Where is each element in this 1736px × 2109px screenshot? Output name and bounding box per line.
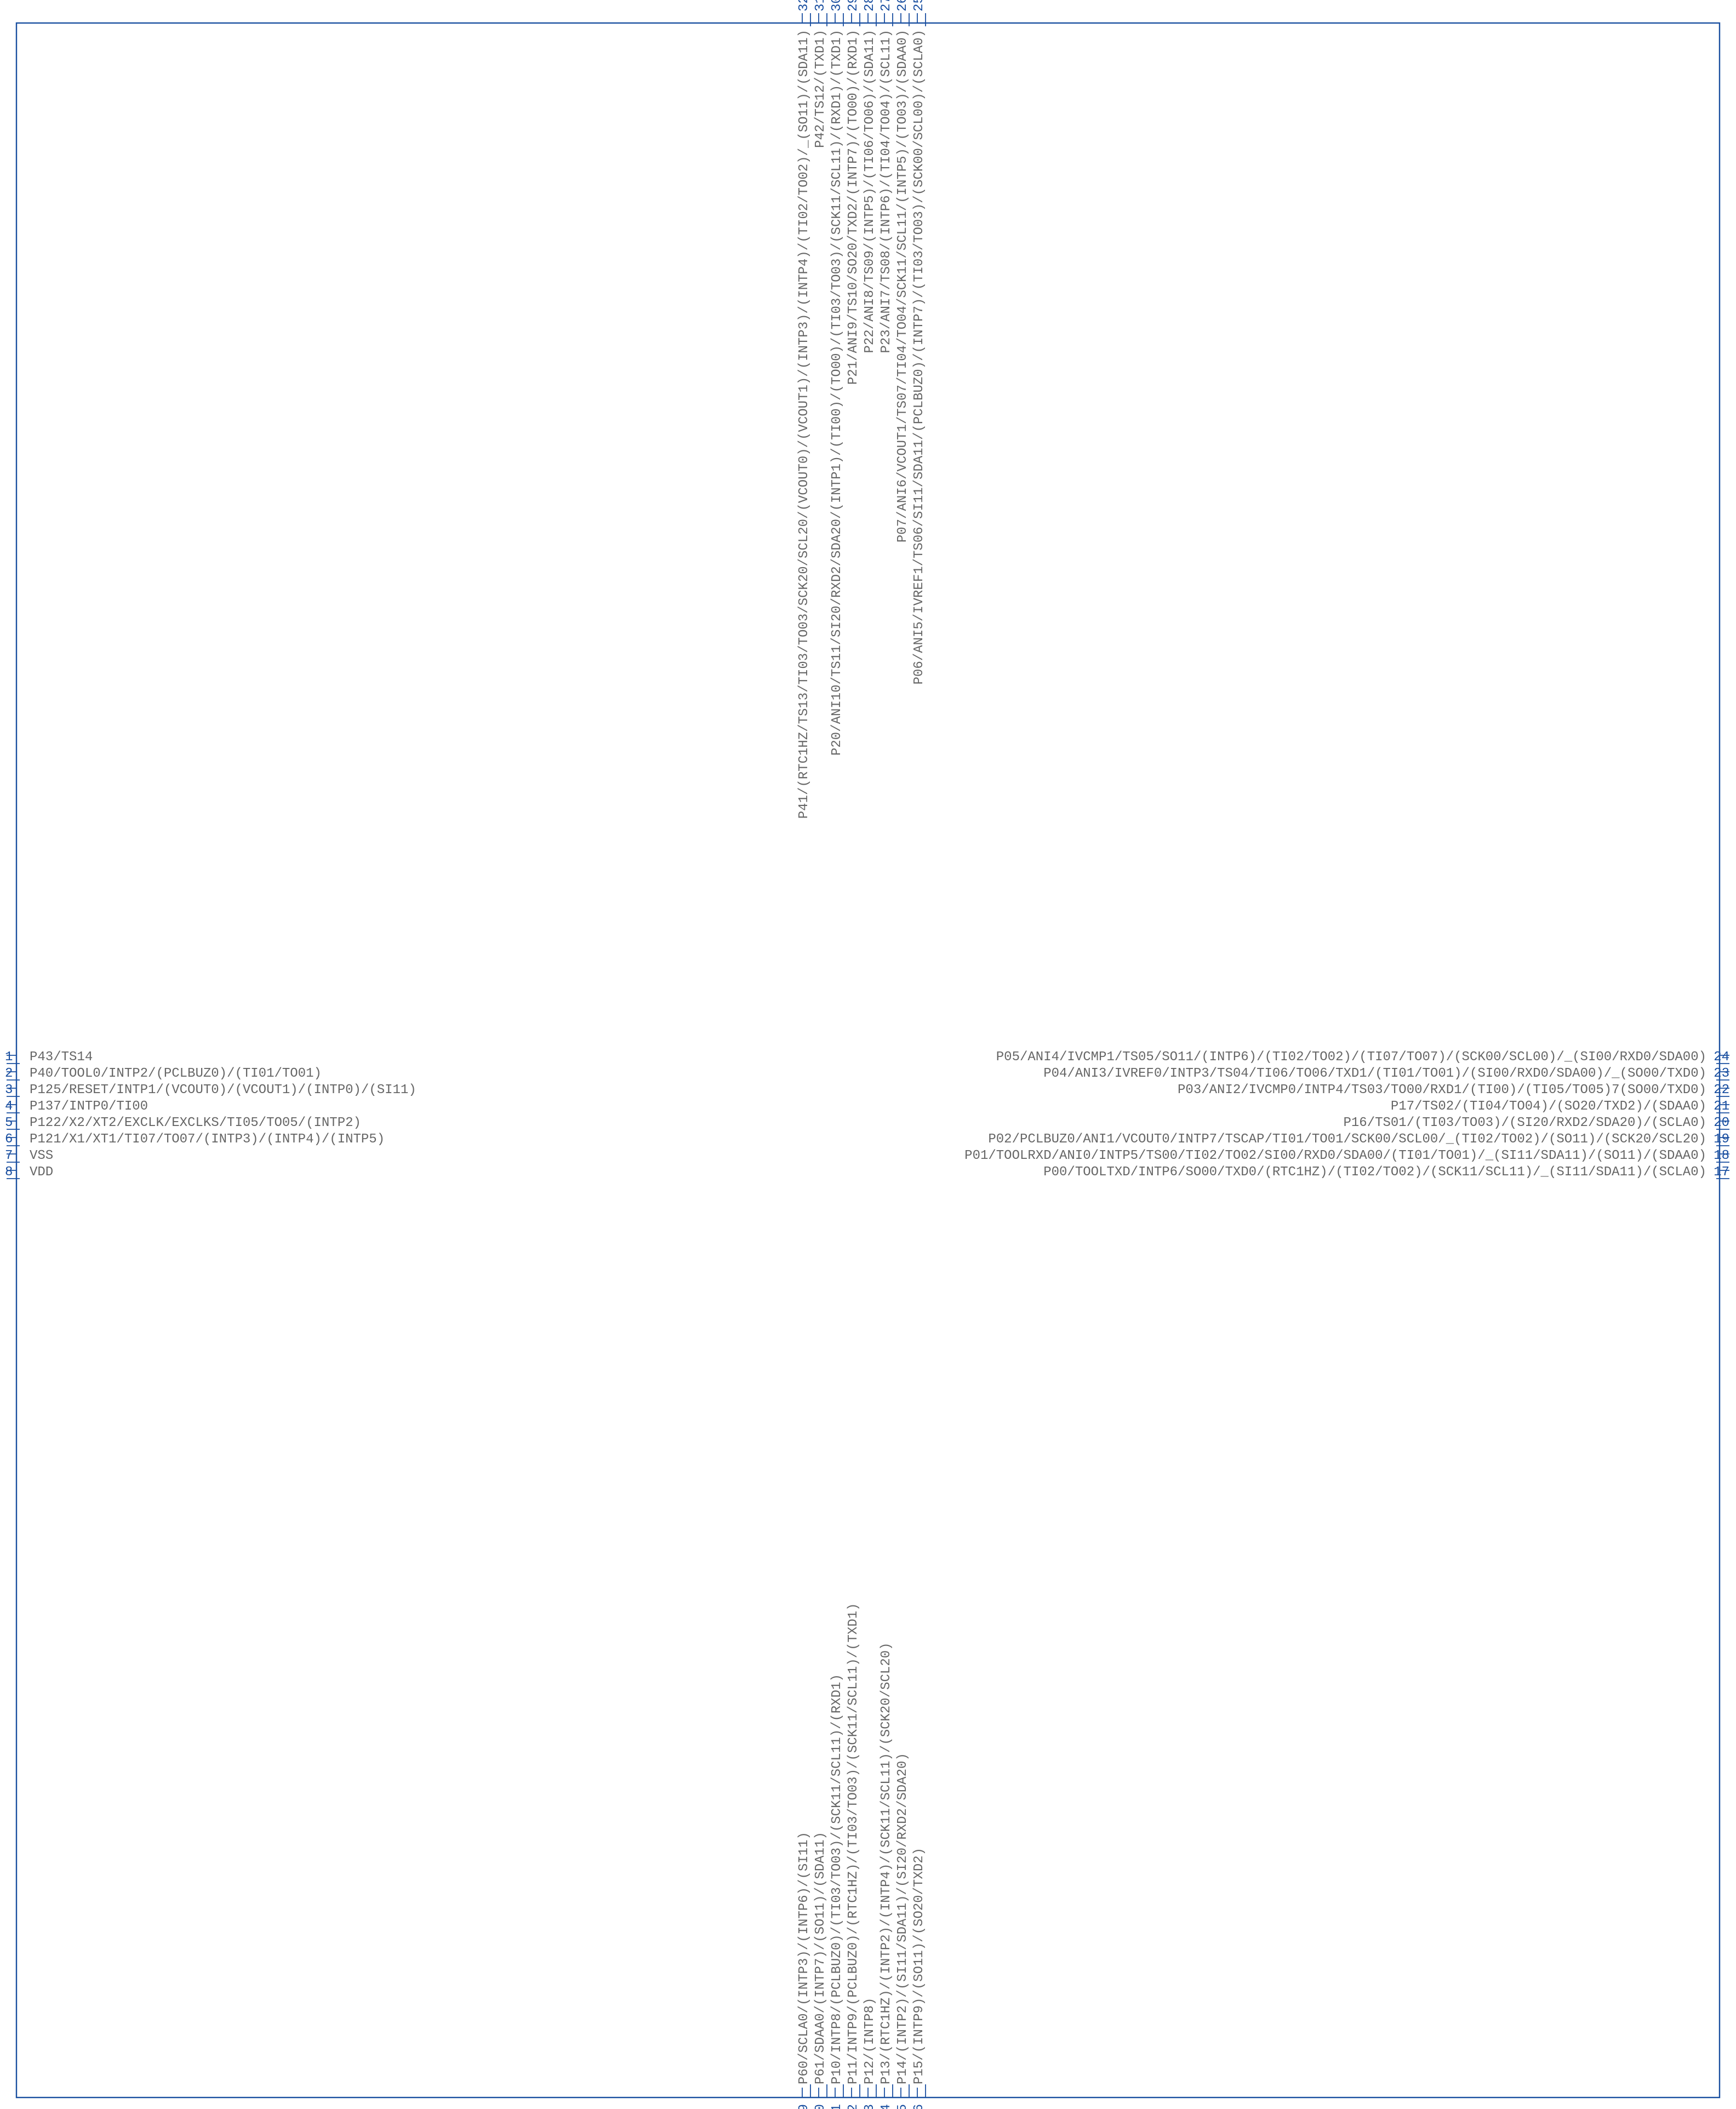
pin-number: 17 [1714,1165,1729,1180]
pin-label: P01/TOOLRXD/ANI0/INTP5/TS00/TI02/TO02/SI… [964,1148,1706,1163]
pin-label: VSS [30,1148,53,1163]
pin-number: 3 [5,1083,13,1098]
pin-label: P11/INTP9/(PCLBUZ0)/(RTC1HZ)/(TI03/TO03)… [846,1603,861,2084]
pin-label: VDD [30,1165,53,1180]
pin-number: 32 [797,0,812,12]
pin-label: P10/INTP8/(PCLBUZ0)/(TI03/TO03)/(SCK11/S… [830,1674,844,2084]
pin-number: 23 [1714,1066,1729,1081]
pin-number: 30 [830,0,844,12]
pin-number: 18 [1714,1148,1729,1163]
pin-label: P42/TS12/(TXD1) [813,30,828,148]
pin-label: P23/ANI7/TS08/(INTP6)/(TI04/TO04)/(SCL11… [879,30,894,353]
pin-label: P12/(INTP8) [863,1998,877,2084]
pin-label: P04/ANI3/IVREF0/INTP3/TS04/TI06/TO06/TXD… [1043,1066,1706,1081]
pin-label: P17/TS02/(TI04/TO04)/(SO20/TXD2)/(SDAA0) [1391,1099,1706,1114]
pin-label: P15/(INTP9)/(SO11)/(SO20/TXD2) [912,1848,927,2084]
pin-number: 8 [5,1165,13,1180]
pin-label: P07/ANI6/VCOUT1/TS07/TI04/TO04/SCK11/SCL… [895,30,910,542]
pin-number: 29 [846,0,861,12]
pin-number: 27 [879,0,894,12]
pin-number: 25 [912,0,927,12]
pin-label: P43/TS14 [30,1050,93,1065]
pin-number: 1 [5,1050,13,1065]
pin-label: P22/ANI8/TS09/(INTP5)/(TI06/TO06)/(SDA11… [863,30,877,353]
pin-number: 20 [1714,1116,1729,1130]
pin-label: P21/ANI9/TS10/SO20/TXD2/(INTP7)/(TO00)/(… [846,30,861,385]
pin-number: 5 [5,1116,13,1130]
pin-label: P125/RESET/INTP1/(VCOUT0)/(VCOUT1)/(INTP… [30,1083,416,1098]
pin-number: 24 [1714,1050,1729,1065]
pin-number: 22 [1714,1083,1729,1098]
pin-label: P137/INTP0/TI00 [30,1099,148,1114]
pin-label: P00/TOOLTXD/INTP6/SO00/TXD0/(RTC1HZ)/(TI… [1043,1165,1706,1180]
pin-label: P03/ANI2/IVCMP0/INTP4/TS03/TO00/RXD1/(TI… [1178,1083,1706,1098]
pin-label: P20/ANI10/TS11/SI20/RXD2/SDA20/(INTP1)/(… [830,30,844,756]
pin-number: 2 [5,1066,13,1081]
pin-number: 4 [5,1099,13,1114]
pin-label: P14/(INTP2)/(SI11/SDA11)/(SI20/RXD2/SDA2… [895,1753,910,2084]
pin-label: P05/ANI4/IVCMP1/TS05/SO11/(INTP6)/(TI02/… [996,1050,1706,1065]
pin-number: 6 [5,1132,13,1147]
pin-label: P13/(RTC1HZ)/(INTP2)/(INTP4)/(SCK11/SCL1… [879,1642,894,2084]
pin-label: P02/PCLBUZ0/ANI1/VCOUT0/INTP7/TSCAP/TI01… [988,1132,1706,1147]
pin-label: P122/X2/XT2/EXCLK/EXCLKS/TI05/TO05/(INTP… [30,1116,361,1130]
pin-label: P61/SDAA0/(INTP7)/(SO11)/(SDA11) [813,1832,828,2084]
pin-number: 28 [863,0,877,12]
pin-label: P60/SCLA0/(INTP3)/(INTP6)/(SI11) [797,1832,812,2084]
pin-number: 31 [813,0,828,12]
pin-number: 26 [895,0,910,12]
pin-label: P06/ANI5/IVREF1/TS06/SI11/SDA11/(PCLBUZ0… [912,30,927,684]
pin-label: P121/X1/XT1/TI07/TO07/(INTP3)/(INTP4)/(I… [30,1132,385,1147]
pin-label: P41/(RTC1HZ/TS13/TI03/TO03/SCK20/SCL20/(… [797,30,812,819]
pin-number: 21 [1714,1099,1729,1114]
pin-label: P40/TOOL0/INTP2/(PCLBUZ0)/(TI01/TO01) [30,1066,322,1081]
pin-label: P16/TS01/(TI03/TO03)/(SI20/RXD2/SDA20)/(… [1343,1116,1706,1130]
pin-number: 19 [1714,1132,1729,1147]
pin-number: 7 [5,1148,13,1163]
